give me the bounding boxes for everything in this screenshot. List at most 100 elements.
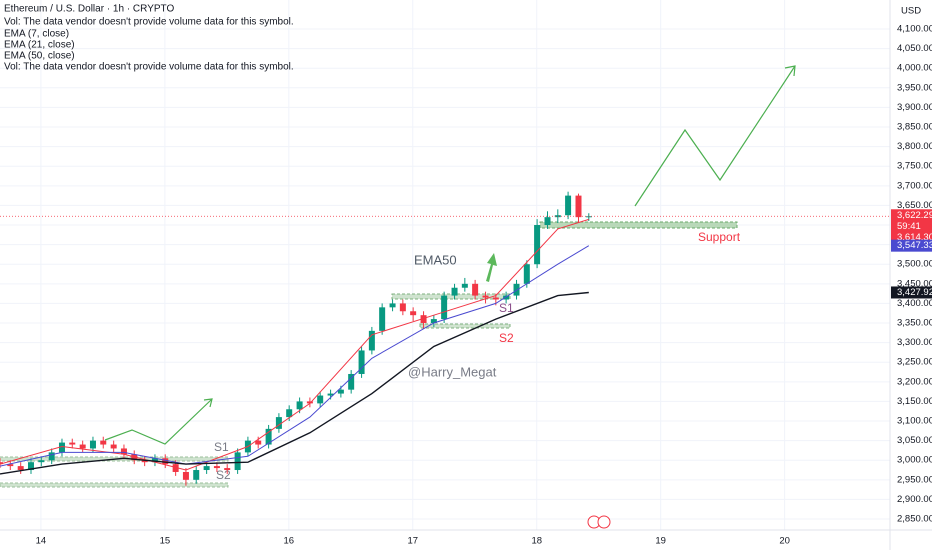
candle-body (544, 217, 551, 226)
candle-body (565, 195, 572, 216)
candle-body (162, 458, 169, 465)
candle-body (379, 307, 386, 331)
candle-body (430, 319, 437, 324)
y-tick-label: 3,000.00 (897, 455, 932, 466)
icon (597, 515, 611, 529)
candle-body (296, 401, 303, 410)
arrow-head (784, 65, 796, 77)
legend-line: Vol: The data vendor doesn't provide vol… (4, 62, 294, 73)
price-tag-label: 3,622.29 (897, 210, 932, 221)
y-tick-label: 3,500.00 (897, 259, 932, 270)
y-tick-label: 4,000.00 (897, 63, 932, 74)
x-tick-label: 20 (779, 536, 790, 547)
candle-body (27, 462, 34, 471)
candle-body (368, 330, 375, 351)
candle-body (234, 452, 241, 471)
candle-body (17, 466, 24, 471)
candle-body (554, 215, 561, 218)
candle-body (420, 315, 427, 324)
candle-body (100, 440, 107, 445)
candle-body (575, 195, 582, 218)
y-tick-label: 4,100.00 (897, 24, 932, 35)
x-tick-label: 15 (160, 536, 171, 547)
y-tick-label: 3,950.00 (897, 82, 932, 93)
price-tag (891, 209, 932, 244)
candle-body (79, 444, 86, 449)
candle-body (141, 460, 148, 463)
candle-body (38, 460, 45, 463)
grid (0, 0, 890, 530)
candle-body (265, 428, 272, 445)
candle-body (410, 311, 417, 316)
candle-body (337, 389, 344, 394)
y-tick-label: 3,750.00 (897, 161, 932, 172)
support-zone (539, 221, 738, 229)
candle-body (48, 452, 55, 461)
ema-line (0, 245, 590, 467)
candle-body (7, 464, 14, 467)
candle-body (523, 264, 530, 284)
y-tick-label: 2,850.00 (897, 514, 932, 525)
legend-line: EMA (50, close) (4, 51, 75, 62)
y-tick-label: 3,250.00 (897, 357, 932, 368)
candle-body (492, 297, 499, 300)
candle-body (513, 283, 520, 296)
annotation: S2 (499, 331, 514, 345)
candle-body (451, 287, 458, 296)
ema-line (0, 218, 589, 471)
candle-body (348, 373, 355, 390)
marks (0, 191, 890, 486)
legend: Ethereum / U.S. Dollar · 1h · CRYPTO Vol… (4, 4, 294, 73)
y-tick-label: 3,700.00 (897, 180, 932, 191)
candle-body (389, 303, 396, 308)
currency: USD (901, 6, 921, 17)
candle-body (534, 225, 541, 265)
candle-body (585, 216, 592, 218)
annotation: S2 (216, 468, 231, 482)
candle-body (58, 442, 65, 453)
ema-line (0, 291, 589, 475)
zone (419, 323, 511, 329)
candle-body (358, 350, 365, 374)
legend-line: EMA (21, close) (4, 40, 75, 51)
y-tick-label: 3,400.00 (897, 298, 932, 309)
candle-body (203, 466, 210, 471)
y-tick-label: 3,650.00 (897, 200, 932, 211)
projection (634, 65, 796, 207)
price-tag-label: 59:41 (897, 221, 921, 232)
zone (0, 482, 229, 488)
arrow-head (203, 398, 213, 408)
y-tick-label: 2,950.00 (897, 474, 932, 485)
price-tag-label: 3,547.33 (897, 240, 932, 251)
y-tick-label: 3,800.00 (897, 141, 932, 152)
price-tag-label: 3,427.92 (897, 287, 932, 298)
watermark: @Harry_Megat (408, 364, 497, 379)
y-tick-label: 3,450.00 (897, 278, 932, 289)
candle-body (69, 442, 76, 445)
price-tag (891, 239, 932, 252)
candle-body (472, 283, 479, 296)
y-tick-label: 3,150.00 (897, 396, 932, 407)
y-tick-label: 3,050.00 (897, 435, 932, 446)
y-tick-label: 3,850.00 (897, 122, 932, 133)
legend-line: EMA (7, close) (4, 29, 69, 40)
icons (587, 515, 611, 529)
candle-body (89, 440, 96, 449)
annotation: Support (698, 230, 741, 244)
price-tag (891, 286, 932, 299)
candle-body (255, 440, 262, 445)
y-tick-label: 3,100.00 (897, 416, 932, 427)
candle-body (317, 395, 324, 404)
title: Ethereum / U.S. Dollar · 1h · CRYPTO (4, 4, 174, 15)
price-tag-label: 3,614.30 (897, 232, 932, 243)
y-tick-label: 2,900.00 (897, 494, 932, 505)
arrow (486, 253, 497, 282)
y-tick-label: 3,900.00 (897, 102, 932, 113)
zone (391, 293, 511, 300)
candle-body (461, 283, 468, 288)
x-tick-label: 17 (407, 536, 418, 547)
axes: 2,850.00 2,900.00 2,950.00 3,000.00 3,050.00… (36, 24, 932, 547)
x-tick-label: 18 (531, 536, 542, 547)
candle-body (275, 417, 282, 429)
